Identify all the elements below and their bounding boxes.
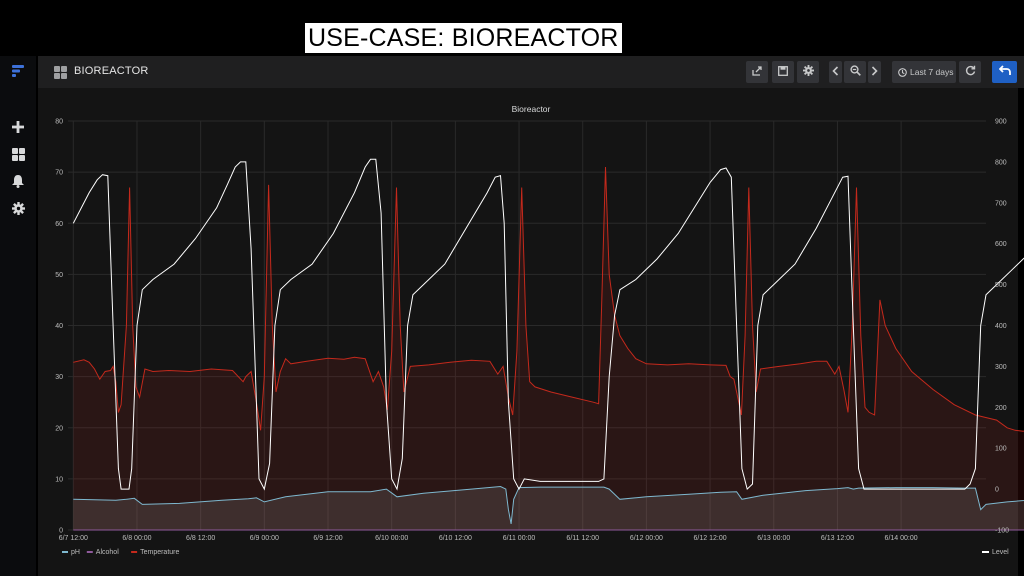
- y-right-tick-label: -100: [995, 528, 1009, 535]
- x-tick-label: 6/11 12:00: [566, 535, 599, 542]
- legend-swatch: [982, 551, 989, 553]
- legend-label: pH: [71, 549, 80, 556]
- settings-icon: [802, 65, 814, 79]
- temperature-area: [73, 167, 1024, 530]
- share-icon: [752, 65, 762, 79]
- y-right-tick-label: 600: [995, 241, 1007, 248]
- y-right-tick-label: 100: [995, 446, 1007, 453]
- chart-area-fills: [73, 167, 1024, 530]
- chevron-right-icon: [871, 65, 878, 79]
- y-right-tick-label: 200: [995, 405, 1007, 412]
- refresh-icon: [965, 65, 976, 79]
- plus-icon[interactable]: [10, 119, 26, 135]
- temperature-line: [73, 166, 1024, 432]
- legend-label: Temperature: [140, 549, 179, 556]
- time-back-button[interactable]: [829, 61, 842, 83]
- y-left-tick-label: 70: [55, 170, 63, 177]
- y-left-tick-label: 30: [55, 374, 63, 381]
- level-line: [72, 158, 1024, 491]
- bell-icon[interactable]: [10, 173, 26, 189]
- y-right-tick-label: 800: [995, 159, 1007, 166]
- chart-legend: pH Alcohol Temperature Level: [62, 549, 1009, 556]
- x-tick-label: 6/12 12:00: [694, 535, 727, 542]
- ph-area: [73, 486, 1024, 530]
- x-tick-label: 6/8 00:00: [122, 535, 151, 542]
- legend-swatch: [62, 551, 68, 553]
- zoom-out-icon: [849, 65, 861, 79]
- chart-title: Bioreactor: [512, 104, 551, 114]
- y-left-tick-label: 80: [55, 119, 63, 126]
- legend-swatch: [86, 551, 93, 553]
- legend-swatch: [131, 551, 138, 553]
- sidebar: [0, 56, 36, 576]
- y-left-tick-label: 0: [59, 528, 63, 535]
- x-tick-label: 6/9 12:00: [313, 535, 342, 542]
- chevron-left-icon: [832, 65, 839, 79]
- y-left-tick-label: 20: [55, 425, 63, 432]
- chart-axes: 0 10 20 30 40 50 60 70 80 -100 0 100 200 300 400 500 600…: [55, 119, 1009, 543]
- legend-label: Alcohol: [96, 549, 119, 556]
- chart-grid: [68, 120, 986, 531]
- y-right-tick-label: 500: [995, 282, 1007, 289]
- y-right-tick-label: 900: [995, 119, 1007, 126]
- save-button[interactable]: [772, 61, 794, 83]
- ph-line: [73, 485, 1024, 524]
- x-tick-label: 6/10 00:00: [375, 535, 408, 542]
- dashboards-icon: [54, 66, 67, 84]
- zoom-out-button[interactable]: [844, 61, 866, 83]
- x-tick-label: 6/7 12:00: [59, 535, 88, 542]
- x-tick-label: 6/14 00:00: [885, 535, 918, 542]
- share-button[interactable]: [746, 61, 768, 83]
- clock-icon: [898, 67, 907, 77]
- time-forward-button[interactable]: [868, 61, 881, 83]
- back-icon: [998, 65, 1011, 79]
- y-left-tick-label: 10: [55, 476, 63, 483]
- gear-icon[interactable]: [10, 200, 26, 216]
- x-tick-label: 6/10 12:00: [439, 535, 472, 542]
- time-range-label: Last 7 days: [910, 67, 954, 77]
- settings-button[interactable]: [797, 61, 819, 83]
- legend-label: Level: [992, 549, 1009, 556]
- x-tick-label: 6/13 12:00: [821, 535, 854, 542]
- bioreactor-panel: [38, 88, 1018, 576]
- dashboard-title[interactable]: BIOREACTOR: [74, 65, 149, 77]
- x-tick-label: 6/13 00:00: [757, 535, 790, 542]
- x-tick-label: 6/9 00:00: [250, 535, 279, 542]
- refresh-button[interactable]: [959, 61, 981, 83]
- chart-lines: [72, 158, 1024, 531]
- x-tick-label: 6/11 00:00: [503, 535, 536, 542]
- y-left-tick-label: 40: [55, 323, 63, 330]
- x-tick-label: 6/8 12:00: [186, 535, 215, 542]
- slide-title: USE-CASE: BIOREACTOR: [305, 23, 622, 53]
- y-right-tick-label: 300: [995, 364, 1007, 371]
- grafana-logo-icon[interactable]: [10, 63, 26, 79]
- save-icon: [778, 65, 788, 79]
- x-tick-label: 6/12 00:00: [630, 535, 663, 542]
- y-right-tick-label: 700: [995, 200, 1007, 207]
- y-left-tick-label: 60: [55, 221, 63, 228]
- y-right-tick-label: 400: [995, 323, 1007, 330]
- y-left-tick-label: 50: [55, 272, 63, 279]
- time-picker-button[interactable]: Last 7 days: [892, 61, 956, 83]
- back-to-dashboard-button[interactable]: [992, 61, 1017, 83]
- y-right-tick-label: 0: [995, 487, 999, 494]
- dashboards-icon[interactable]: [10, 146, 26, 162]
